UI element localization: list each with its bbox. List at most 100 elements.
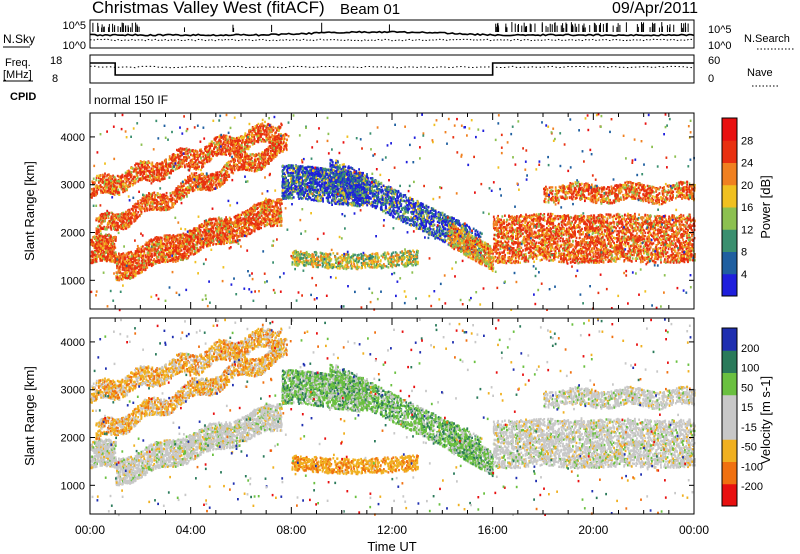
rti-cell	[188, 255, 190, 257]
rti-cell	[160, 249, 162, 251]
rti-cell	[139, 208, 141, 210]
rti-cell	[248, 148, 250, 150]
rti-figure: Christmas Valley West (fitACF) Beam 01 0…	[0, 0, 800, 554]
rti-cell	[180, 259, 182, 261]
rti-cell	[174, 235, 176, 237]
rti-cell	[135, 259, 137, 261]
rti-cell	[166, 242, 168, 244]
rti-cell	[264, 133, 266, 135]
rti-cell	[110, 235, 112, 237]
rti-cell	[256, 213, 258, 215]
rti-cell	[228, 220, 230, 222]
rti-cell	[109, 245, 111, 247]
rti-cell	[237, 142, 239, 144]
rti-cell	[140, 168, 142, 170]
rti-cell	[182, 160, 184, 162]
rti-cell	[112, 248, 114, 250]
rti-cell	[275, 219, 277, 221]
rti-cell	[178, 158, 180, 160]
rti-cell	[106, 260, 108, 262]
rti-cell	[189, 250, 191, 252]
rti-cell	[258, 134, 260, 136]
rti-cell	[270, 209, 272, 211]
rti-cell	[91, 196, 93, 198]
rti-cell	[115, 236, 117, 238]
rti-cell	[230, 221, 232, 223]
rti-cell	[138, 272, 140, 274]
rti-cell	[118, 270, 120, 272]
rti-cell	[103, 251, 105, 253]
rti-cell	[240, 230, 242, 232]
rti-cell	[145, 256, 147, 258]
rti-cell	[197, 236, 199, 238]
rti-cell	[148, 261, 150, 263]
freq-line	[90, 63, 694, 75]
rti-cell	[122, 190, 124, 192]
rti-cell	[126, 217, 128, 219]
rti-cell	[210, 219, 212, 221]
rti-cell	[101, 257, 103, 259]
rti-cell	[223, 225, 225, 227]
rti-cell	[230, 148, 232, 150]
rti-cell	[197, 229, 199, 231]
rti-cell	[204, 148, 206, 150]
rti-cell	[234, 230, 236, 232]
rti-cell	[188, 242, 190, 244]
noise-right-tick-bottom: 10^0	[708, 40, 732, 52]
rti-cell	[281, 203, 283, 205]
rti-cell	[276, 225, 278, 227]
rti-cell	[183, 239, 185, 241]
rti-cell	[232, 240, 234, 242]
rti-cell	[215, 243, 217, 245]
rti-cell	[204, 230, 206, 232]
rti-cell	[175, 261, 177, 263]
rti-cell	[96, 247, 98, 249]
rti-cell	[115, 253, 117, 255]
rti-cell	[177, 234, 179, 236]
rti-cell	[157, 250, 159, 252]
rti-cell	[162, 178, 164, 180]
rti-cell	[253, 142, 255, 144]
rti-cell	[130, 251, 132, 253]
rti-cell	[255, 125, 257, 127]
rti-cell	[115, 257, 117, 259]
rti-cell	[160, 242, 162, 244]
rti-cell	[270, 203, 272, 205]
rti-cell	[256, 224, 258, 226]
rti-cell	[167, 249, 169, 251]
rti-cell	[242, 227, 244, 229]
rti-cell	[149, 250, 151, 252]
rti-cell	[205, 233, 207, 235]
rti-cell	[100, 175, 102, 177]
rti-cell	[186, 243, 188, 245]
rti-cell	[275, 131, 277, 133]
rti-cell	[259, 139, 261, 141]
rti-cell	[212, 227, 214, 229]
rti-cell	[99, 237, 101, 239]
rti-cell	[257, 141, 259, 143]
rti-cell	[153, 172, 155, 174]
rti-cell	[272, 200, 274, 202]
rti-cell	[279, 198, 281, 200]
rti-cell	[155, 177, 157, 179]
rti-cell	[183, 248, 185, 250]
rti-cell	[258, 216, 260, 218]
rti-cell	[230, 235, 232, 237]
rti-cell	[116, 187, 118, 189]
rti-cell	[263, 218, 265, 220]
rti-cell	[278, 137, 280, 139]
rti-cell	[276, 206, 278, 208]
rti-cell	[188, 238, 190, 240]
rti-cell	[93, 193, 95, 195]
rti-cell	[114, 246, 116, 248]
rti-cell	[268, 141, 270, 143]
rti-cell	[238, 224, 240, 226]
rti-cell	[226, 241, 228, 243]
rti-cell	[103, 258, 105, 260]
rti-cell	[165, 159, 167, 161]
cpid-panel: CPID normal 150 IF	[10, 88, 168, 107]
rti-cell	[116, 213, 118, 215]
rti-cell	[159, 163, 161, 165]
rti-cell	[115, 259, 117, 261]
rti-cell	[128, 262, 130, 264]
